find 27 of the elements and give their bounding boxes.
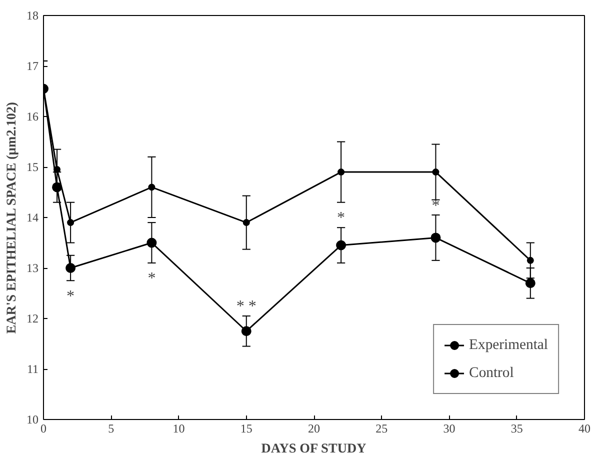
y-tick-label: 10 (26, 412, 38, 426)
y-axis-title: EAR'S EPITHELIAL SPACE (μm2.102) (4, 102, 18, 334)
y-tick-label: 15 (26, 160, 38, 174)
y-tick-label: 11 (26, 362, 39, 376)
y-tick-label: 18 (26, 8, 38, 22)
y-tick-label: 13 (26, 261, 38, 275)
legend-label: Control (469, 364, 514, 382)
y-tick-label: 17 (26, 59, 38, 73)
x-tick-label: 5 (108, 422, 114, 436)
x-tick-label: 10 (172, 422, 185, 436)
y-tick-label: 14 (26, 210, 38, 224)
x-tick-label: 15 (240, 422, 252, 436)
x-tick-label: 35 (510, 422, 523, 436)
annotation: * (432, 197, 440, 214)
annotation: * (337, 210, 346, 227)
x-axis-title: DAYS OF STUDY (261, 440, 367, 456)
x-tick-label: 20 (308, 422, 320, 436)
x-tick-label: 30 (443, 422, 456, 436)
x-tick-label: 40 (578, 422, 590, 436)
annotation: * * (236, 298, 256, 315)
legend-label: Experimental (469, 336, 548, 354)
annotation: * (148, 270, 156, 287)
y-tick-label: 12 (26, 312, 38, 326)
x-tick-label: 0 (40, 422, 46, 436)
y-tick-label: 16 (26, 110, 38, 124)
annotation: * (66, 288, 75, 305)
x-tick-label: 25 (376, 422, 388, 436)
